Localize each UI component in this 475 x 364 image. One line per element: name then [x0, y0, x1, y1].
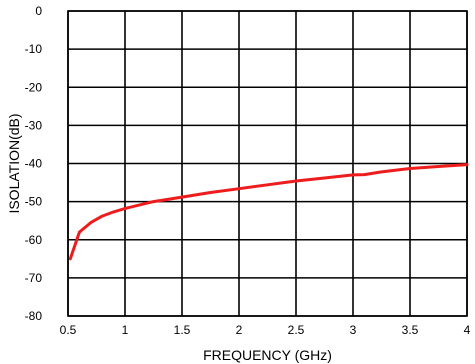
x-tick-label: 4	[464, 323, 471, 337]
y-axis-label: ISOLATION(dB)	[6, 113, 22, 213]
y-tick-label: -70	[25, 271, 43, 285]
grid	[67, 10, 468, 317]
y-tick-label: -20	[25, 80, 43, 94]
x-axis-label: FREQUENCY (GHz)	[203, 347, 332, 363]
y-tick-label: 0	[35, 4, 42, 18]
x-tick-label: 2.5	[288, 323, 305, 337]
isolation-curve	[68, 163, 469, 261]
x-tick-label: 3	[350, 323, 357, 337]
series-group	[68, 163, 469, 261]
y-tick-label: -10	[25, 42, 43, 56]
y-tick-label: -40	[25, 157, 43, 171]
y-tick-label: -50	[25, 195, 43, 209]
y-tick-labels: 0 -10 -20 -30 -40 -50 -60 -70 -80	[25, 4, 43, 323]
x-tick-label: 0.5	[60, 323, 77, 337]
y-tick-label: -60	[25, 233, 43, 247]
y-tick-label: -30	[25, 118, 43, 132]
x-tick-label: 2	[236, 323, 243, 337]
y-tick-label: -80	[25, 309, 43, 323]
x-tick-labels: 0.5 1 1.5 2 2.5 3 3.5 4	[60, 323, 471, 337]
x-tick-label: 3.5	[402, 323, 419, 337]
x-tick-label: 1.5	[174, 323, 191, 337]
x-tick-label: 1	[122, 323, 129, 337]
